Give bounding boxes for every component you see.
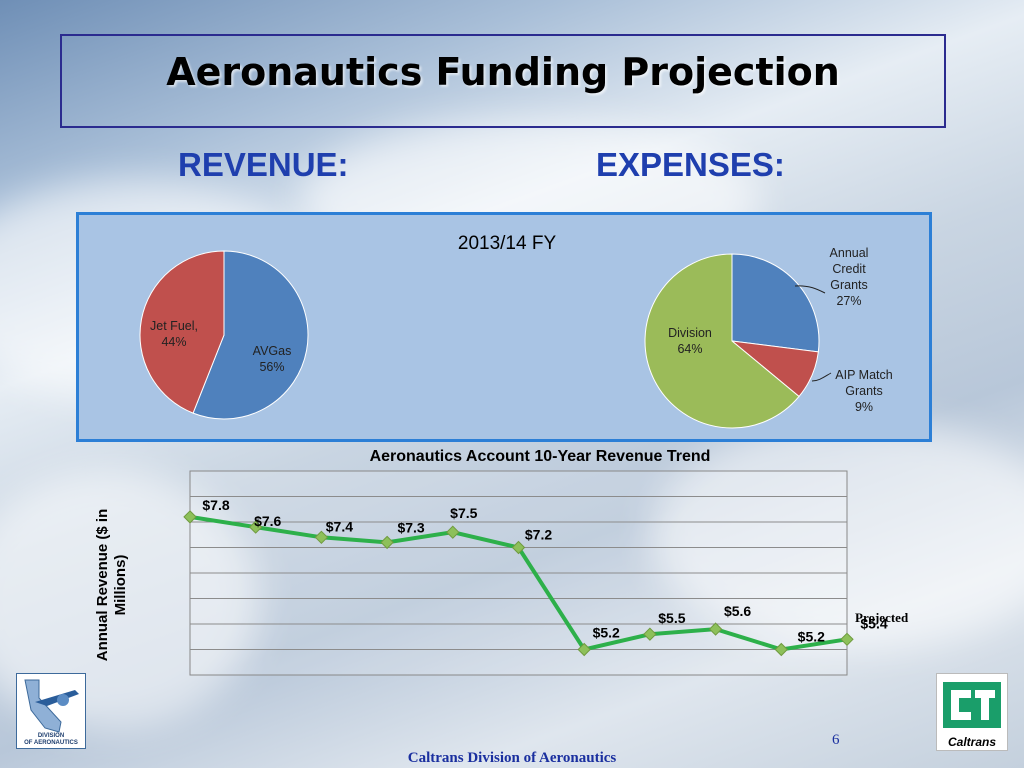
- california-plane-icon: [24, 679, 79, 733]
- trend-data-label: $5.4: [860, 615, 887, 631]
- projected-annotation: Projected: [855, 610, 909, 625]
- pie1-slice-jet-fuel: [139, 250, 225, 414]
- footer-text: Caltrans Division of Aeronautics: [407, 750, 617, 766]
- leader-line-annual-credit: [794, 285, 826, 294]
- pie-chart-panel: 2013/14 FY Jet Fuel, 44% AVGas 56% Annual C…: [76, 212, 932, 442]
- pie1-slice-avgas: [192, 250, 309, 420]
- page-number: 6: [832, 732, 840, 748]
- trend-data-point: [446, 525, 460, 539]
- title-box: Aeronautics Funding Projection: [60, 34, 946, 128]
- trend-data-point: [183, 510, 197, 524]
- trend-data-point: [774, 642, 789, 657]
- trend-data-label: $5.2: [593, 625, 620, 641]
- pie2-slice-division: [644, 253, 800, 429]
- logo-left-line1: DIVISION: [37, 733, 65, 739]
- trend-data-label: $7.5: [450, 505, 477, 521]
- trend-data-point: [380, 535, 394, 550]
- leader-line-aip-match: [811, 372, 832, 382]
- trend-data-point: [708, 622, 723, 636]
- trend-data-label: $5.2: [798, 629, 825, 645]
- trend-data-point: [577, 642, 591, 657]
- trend-data-point: [314, 530, 329, 545]
- logo-left-line2: OF AERONAUTICS: [24, 740, 78, 746]
- pie2-slice-annual-credit-grants: [731, 253, 820, 353]
- trend-data-point: [248, 520, 263, 534]
- trend-data-label: $7.3: [397, 519, 424, 535]
- caltrans-ct-icon: [943, 682, 1001, 728]
- trend-data-label: $5.6: [724, 603, 751, 619]
- slide-title: Aeronautics Funding Projection: [166, 50, 840, 94]
- trend-data-label: $7.8: [202, 497, 229, 513]
- pie-charts-svg: [139, 250, 832, 429]
- revenue-heading: REVENUE:: [178, 146, 349, 183]
- trend-chart-title: Aeronautics Account 10-Year Revenue Tren…: [369, 448, 711, 465]
- trend-data-label: $5.5: [658, 610, 685, 626]
- pie-label-avgas: AVGas 56%: [252, 344, 292, 374]
- trend-data-point: [511, 540, 526, 555]
- pie-chart-title: 2013/14 FY: [457, 233, 557, 254]
- pie-label-aip-match-grants: AIP Match Grants 9%: [835, 368, 893, 414]
- trend-data-label: $7.2: [525, 527, 552, 543]
- division-of-aeronautics-logo: DIVISION OF AERONAUTICS: [16, 673, 86, 749]
- trend-data-point: [840, 632, 854, 647]
- pie-label-annual-credit-grants: Annual Credit Grants 27%: [829, 246, 869, 308]
- expenses-heading: EXPENSES:: [596, 146, 785, 183]
- caltrans-logo: Caltrans: [936, 673, 1008, 751]
- pie-label-division: Division 64%: [668, 326, 712, 356]
- caltrans-logo-text: Caltrans: [947, 735, 997, 749]
- trend-data-label: $7.4: [326, 518, 353, 534]
- pie-label-jet-fuel: Jet Fuel, 44%: [150, 319, 198, 349]
- trend-data-label: $7.6: [254, 513, 281, 529]
- trend-data-point: [643, 627, 657, 641]
